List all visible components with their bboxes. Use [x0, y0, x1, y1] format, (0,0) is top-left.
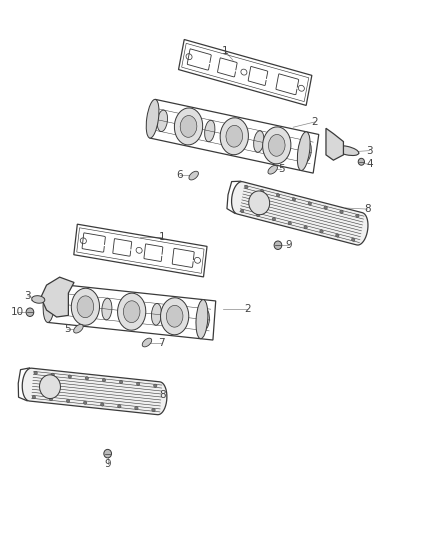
Text: 6: 6: [177, 169, 183, 180]
Ellipse shape: [274, 241, 282, 249]
Ellipse shape: [71, 288, 99, 325]
Ellipse shape: [189, 171, 198, 180]
Text: 3: 3: [366, 146, 373, 156]
Ellipse shape: [174, 108, 203, 145]
Ellipse shape: [83, 401, 87, 405]
Ellipse shape: [268, 134, 285, 156]
Text: 3: 3: [25, 290, 31, 301]
Text: 5: 5: [64, 324, 71, 334]
Text: 7: 7: [158, 337, 165, 348]
Ellipse shape: [244, 185, 248, 189]
Ellipse shape: [157, 110, 167, 132]
Ellipse shape: [292, 198, 296, 201]
Ellipse shape: [152, 408, 155, 411]
Ellipse shape: [26, 308, 34, 317]
Ellipse shape: [161, 298, 189, 335]
Polygon shape: [326, 128, 343, 160]
Ellipse shape: [304, 226, 307, 229]
Ellipse shape: [51, 373, 54, 376]
Ellipse shape: [358, 158, 364, 165]
Ellipse shape: [100, 403, 104, 406]
Ellipse shape: [66, 399, 70, 402]
Ellipse shape: [356, 214, 359, 217]
Ellipse shape: [308, 202, 311, 205]
Ellipse shape: [205, 120, 215, 142]
Ellipse shape: [77, 296, 94, 318]
Ellipse shape: [166, 305, 183, 327]
Ellipse shape: [136, 382, 140, 385]
Ellipse shape: [43, 284, 55, 322]
Ellipse shape: [153, 384, 157, 387]
Polygon shape: [232, 182, 368, 245]
Ellipse shape: [272, 217, 276, 221]
Text: 2: 2: [244, 304, 251, 314]
Ellipse shape: [336, 234, 339, 237]
Ellipse shape: [49, 398, 53, 401]
Ellipse shape: [102, 378, 106, 382]
Text: 8: 8: [364, 204, 371, 214]
Ellipse shape: [254, 131, 264, 152]
Ellipse shape: [142, 338, 152, 347]
Ellipse shape: [351, 238, 355, 241]
Text: 1: 1: [159, 232, 166, 243]
Ellipse shape: [249, 191, 270, 215]
Ellipse shape: [152, 303, 162, 325]
Ellipse shape: [34, 372, 37, 375]
Ellipse shape: [263, 127, 291, 164]
Text: 8: 8: [159, 390, 166, 400]
Ellipse shape: [32, 296, 45, 303]
Text: 10: 10: [11, 307, 24, 317]
Ellipse shape: [261, 190, 264, 193]
Ellipse shape: [297, 132, 310, 171]
Ellipse shape: [276, 193, 280, 197]
Ellipse shape: [340, 210, 343, 213]
Text: 1: 1: [221, 46, 228, 55]
Ellipse shape: [320, 230, 323, 233]
Ellipse shape: [226, 125, 243, 147]
Ellipse shape: [146, 99, 159, 138]
Polygon shape: [22, 368, 167, 415]
Ellipse shape: [256, 213, 260, 216]
Ellipse shape: [119, 381, 123, 384]
Ellipse shape: [117, 293, 146, 330]
Ellipse shape: [85, 377, 88, 380]
Text: 4: 4: [366, 159, 373, 169]
Ellipse shape: [74, 325, 83, 333]
Ellipse shape: [220, 118, 248, 155]
Ellipse shape: [32, 395, 35, 399]
Ellipse shape: [39, 375, 60, 399]
Ellipse shape: [68, 375, 71, 378]
Ellipse shape: [54, 293, 64, 315]
Ellipse shape: [117, 405, 121, 408]
Polygon shape: [41, 277, 74, 317]
Ellipse shape: [134, 407, 138, 410]
Ellipse shape: [240, 209, 244, 213]
Ellipse shape: [196, 300, 208, 338]
Ellipse shape: [301, 141, 311, 163]
Ellipse shape: [199, 309, 209, 330]
Text: 5: 5: [278, 164, 285, 174]
Ellipse shape: [102, 298, 112, 320]
Ellipse shape: [124, 301, 140, 322]
Ellipse shape: [324, 206, 327, 209]
Ellipse shape: [104, 449, 112, 458]
Text: 2: 2: [312, 117, 318, 127]
Ellipse shape: [268, 165, 277, 174]
Ellipse shape: [288, 222, 291, 225]
Text: 9: 9: [104, 459, 111, 469]
Ellipse shape: [335, 146, 359, 156]
Ellipse shape: [180, 116, 197, 138]
Text: 9: 9: [286, 240, 292, 250]
